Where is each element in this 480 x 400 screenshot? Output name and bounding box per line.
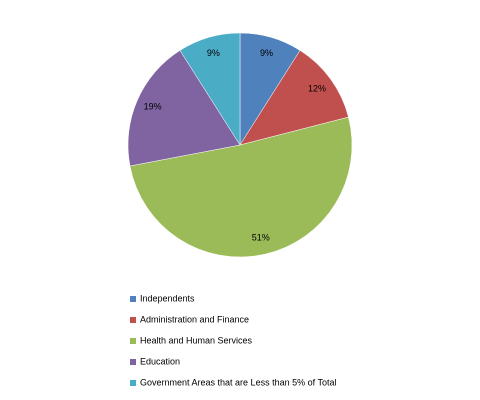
legend-swatch	[130, 380, 136, 386]
pie-slice	[129, 116, 353, 258]
pie-slice	[127, 50, 241, 167]
data-label: 9%	[207, 48, 220, 58]
legend-label: Education	[140, 356, 180, 366]
legend-swatch	[130, 296, 136, 302]
legend-swatch	[130, 338, 136, 344]
legend-label: Government Areas that are Less than 5% o…	[140, 377, 336, 387]
legend-label: Independents	[140, 293, 195, 303]
data-label: 51%	[252, 232, 270, 242]
legend-swatch	[130, 317, 136, 323]
legend-label: Health and Human Services	[140, 335, 253, 345]
data-label: 9%	[260, 48, 273, 58]
legend-label: Administration and Finance	[140, 314, 249, 324]
pie-slice	[239, 50, 349, 146]
pie-slice	[179, 32, 241, 146]
legend-swatch	[130, 359, 136, 365]
data-label: 12%	[308, 83, 326, 93]
data-label: 19%	[144, 102, 162, 112]
